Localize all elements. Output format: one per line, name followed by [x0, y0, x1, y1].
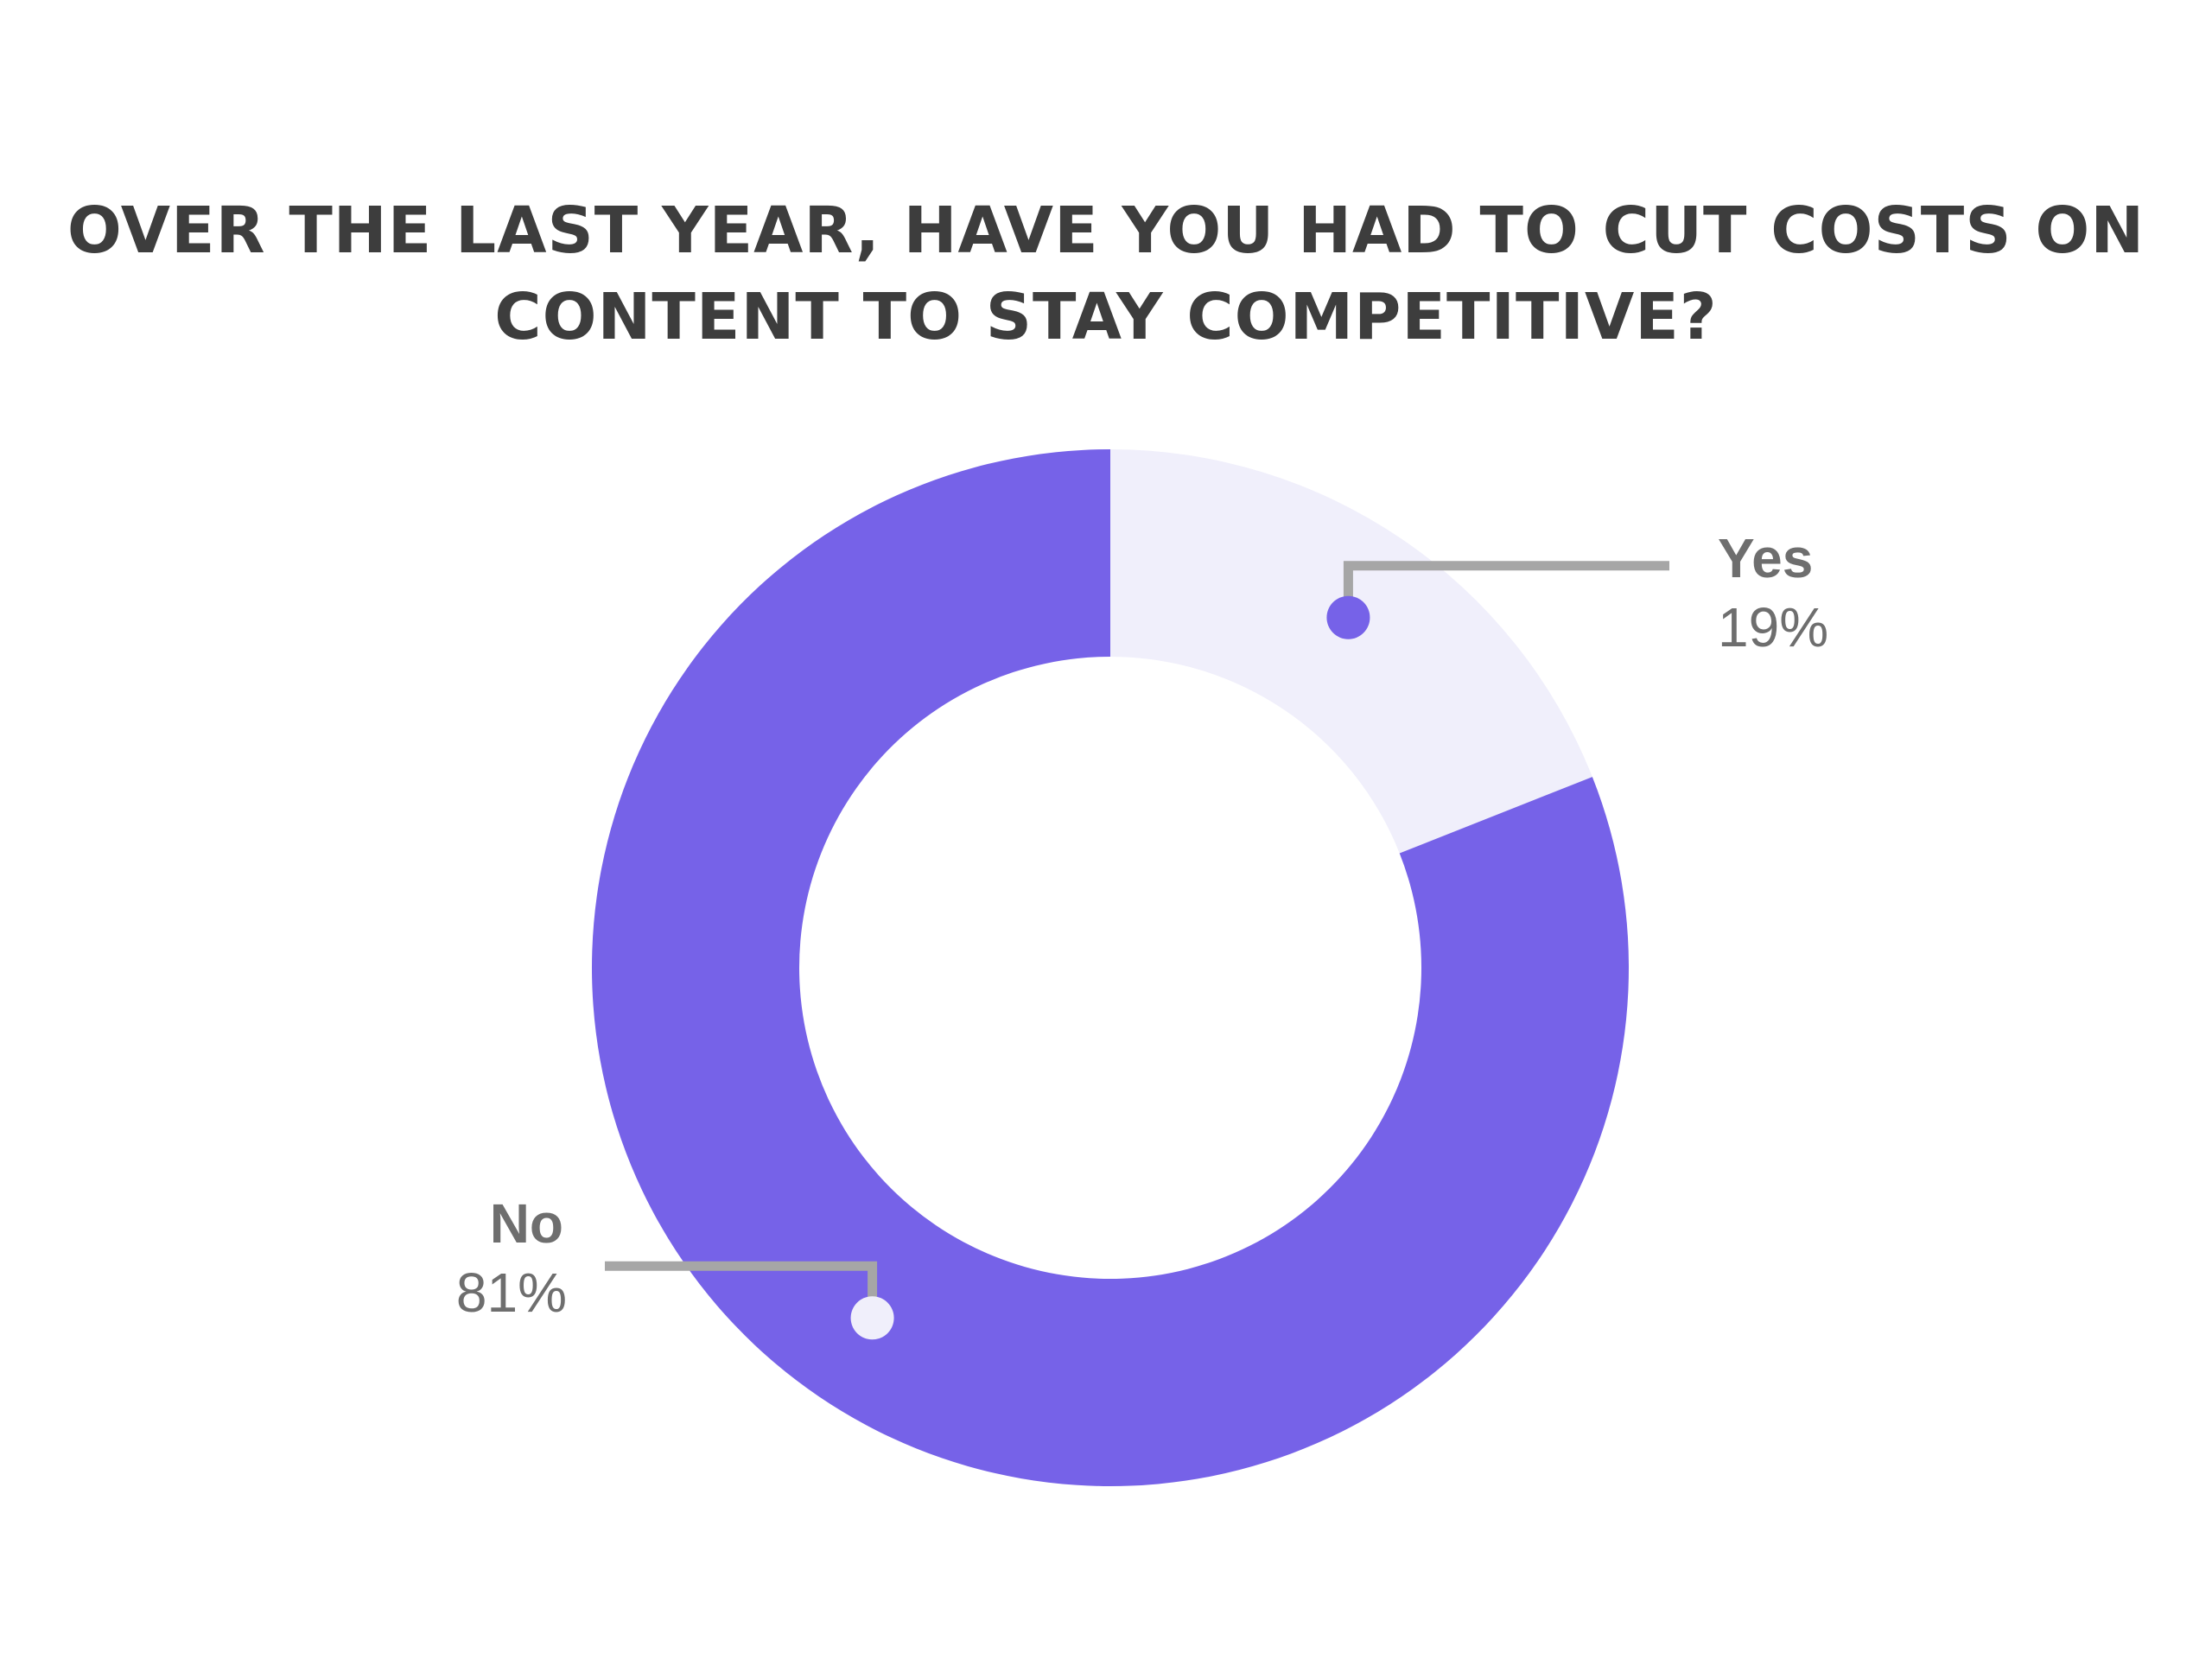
slice-no	[591, 449, 1629, 1486]
donut-slices	[591, 449, 1629, 1486]
slice-label-no: No	[490, 1192, 563, 1255]
leader-dot-no	[850, 1296, 894, 1340]
slice-yes	[1110, 449, 1592, 854]
leader-dot-yes	[1326, 595, 1370, 639]
leader-lines	[605, 561, 1669, 1340]
slice-value-yes: 19%	[1718, 596, 1828, 658]
chart-title-line-2: CONTENT TO STAY COMPETITIVE?	[494, 280, 1717, 354]
chart-title: OVER THE LAST YEAR, HAVE YOU HAD TO CUT …	[67, 194, 2145, 354]
slice-value-no: 81%	[456, 1262, 567, 1324]
chart-title-line-1: OVER THE LAST YEAR, HAVE YOU HAD TO CUT …	[67, 194, 2145, 268]
slice-labels: Yes 19% No 81%	[456, 527, 1828, 1324]
slice-label-yes: Yes	[1718, 527, 1813, 589]
